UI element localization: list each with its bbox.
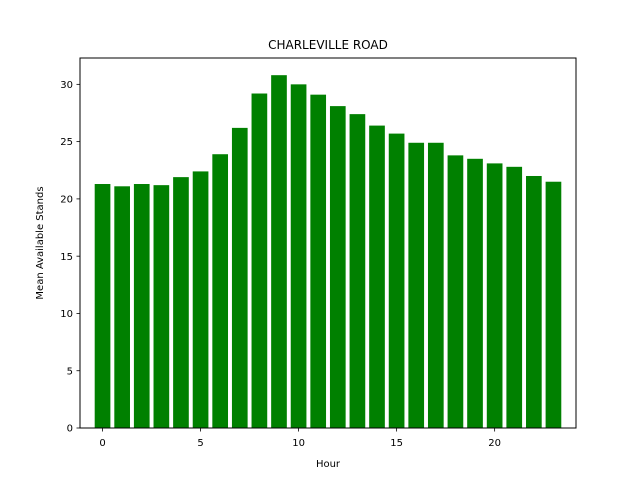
bar-hour-17 — [427, 142, 444, 428]
bar-hour-9 — [271, 75, 287, 429]
bar-hour-4 — [173, 177, 189, 428]
bar-hour-21 — [506, 166, 523, 428]
bar-hour-16 — [408, 142, 425, 428]
bar-hour-6 — [212, 154, 229, 428]
y-axis-label: Mean Available Stands — [35, 186, 46, 299]
bar-hour-23 — [545, 181, 562, 428]
bar-hour-2 — [133, 184, 150, 428]
bar-hour-3 — [153, 185, 170, 428]
y-tick-label: 10 — [60, 309, 73, 320]
bar-hour-20 — [486, 163, 503, 428]
x-axis-ticks: 0 5 10 15 20 — [99, 428, 501, 449]
bar-hour-14 — [369, 125, 385, 428]
x-tick-label: 10 — [292, 438, 305, 449]
bar-hour-18 — [447, 155, 464, 428]
bar-hour-12 — [329, 106, 346, 429]
bar-hour-0 — [94, 184, 111, 428]
y-tick-label: 0 — [67, 424, 73, 435]
y-axis-ticks: 0 5 10 15 20 25 30 — [60, 80, 80, 435]
plot-frame — [79, 57, 577, 429]
x-axis-label: Hour — [316, 459, 341, 470]
bar-hour-11 — [310, 94, 327, 428]
bars-group — [94, 75, 562, 429]
x-tick-label: 0 — [99, 438, 105, 449]
x-tick-label: 20 — [488, 438, 501, 449]
bar-hour-5 — [192, 171, 209, 428]
bar-hour-7 — [231, 127, 248, 428]
bar-hour-8 — [251, 93, 268, 428]
bar-hour-22 — [526, 175, 542, 428]
x-tick-label: 15 — [390, 438, 403, 449]
bar-hour-10 — [290, 84, 307, 428]
y-tick-label: 25 — [60, 137, 73, 148]
bar-hour-1 — [114, 186, 130, 428]
chart-title: CHARLEVILLE ROAD — [268, 38, 388, 52]
bar-hour-15 — [388, 133, 405, 428]
x-tick-label: 5 — [197, 438, 203, 449]
y-tick-label: 20 — [60, 194, 73, 205]
bar-hour-19 — [467, 158, 483, 429]
bar-hour-13 — [349, 114, 366, 428]
y-tick-label: 30 — [60, 80, 73, 91]
y-tick-label: 15 — [60, 252, 73, 263]
y-tick-label: 5 — [67, 366, 73, 377]
